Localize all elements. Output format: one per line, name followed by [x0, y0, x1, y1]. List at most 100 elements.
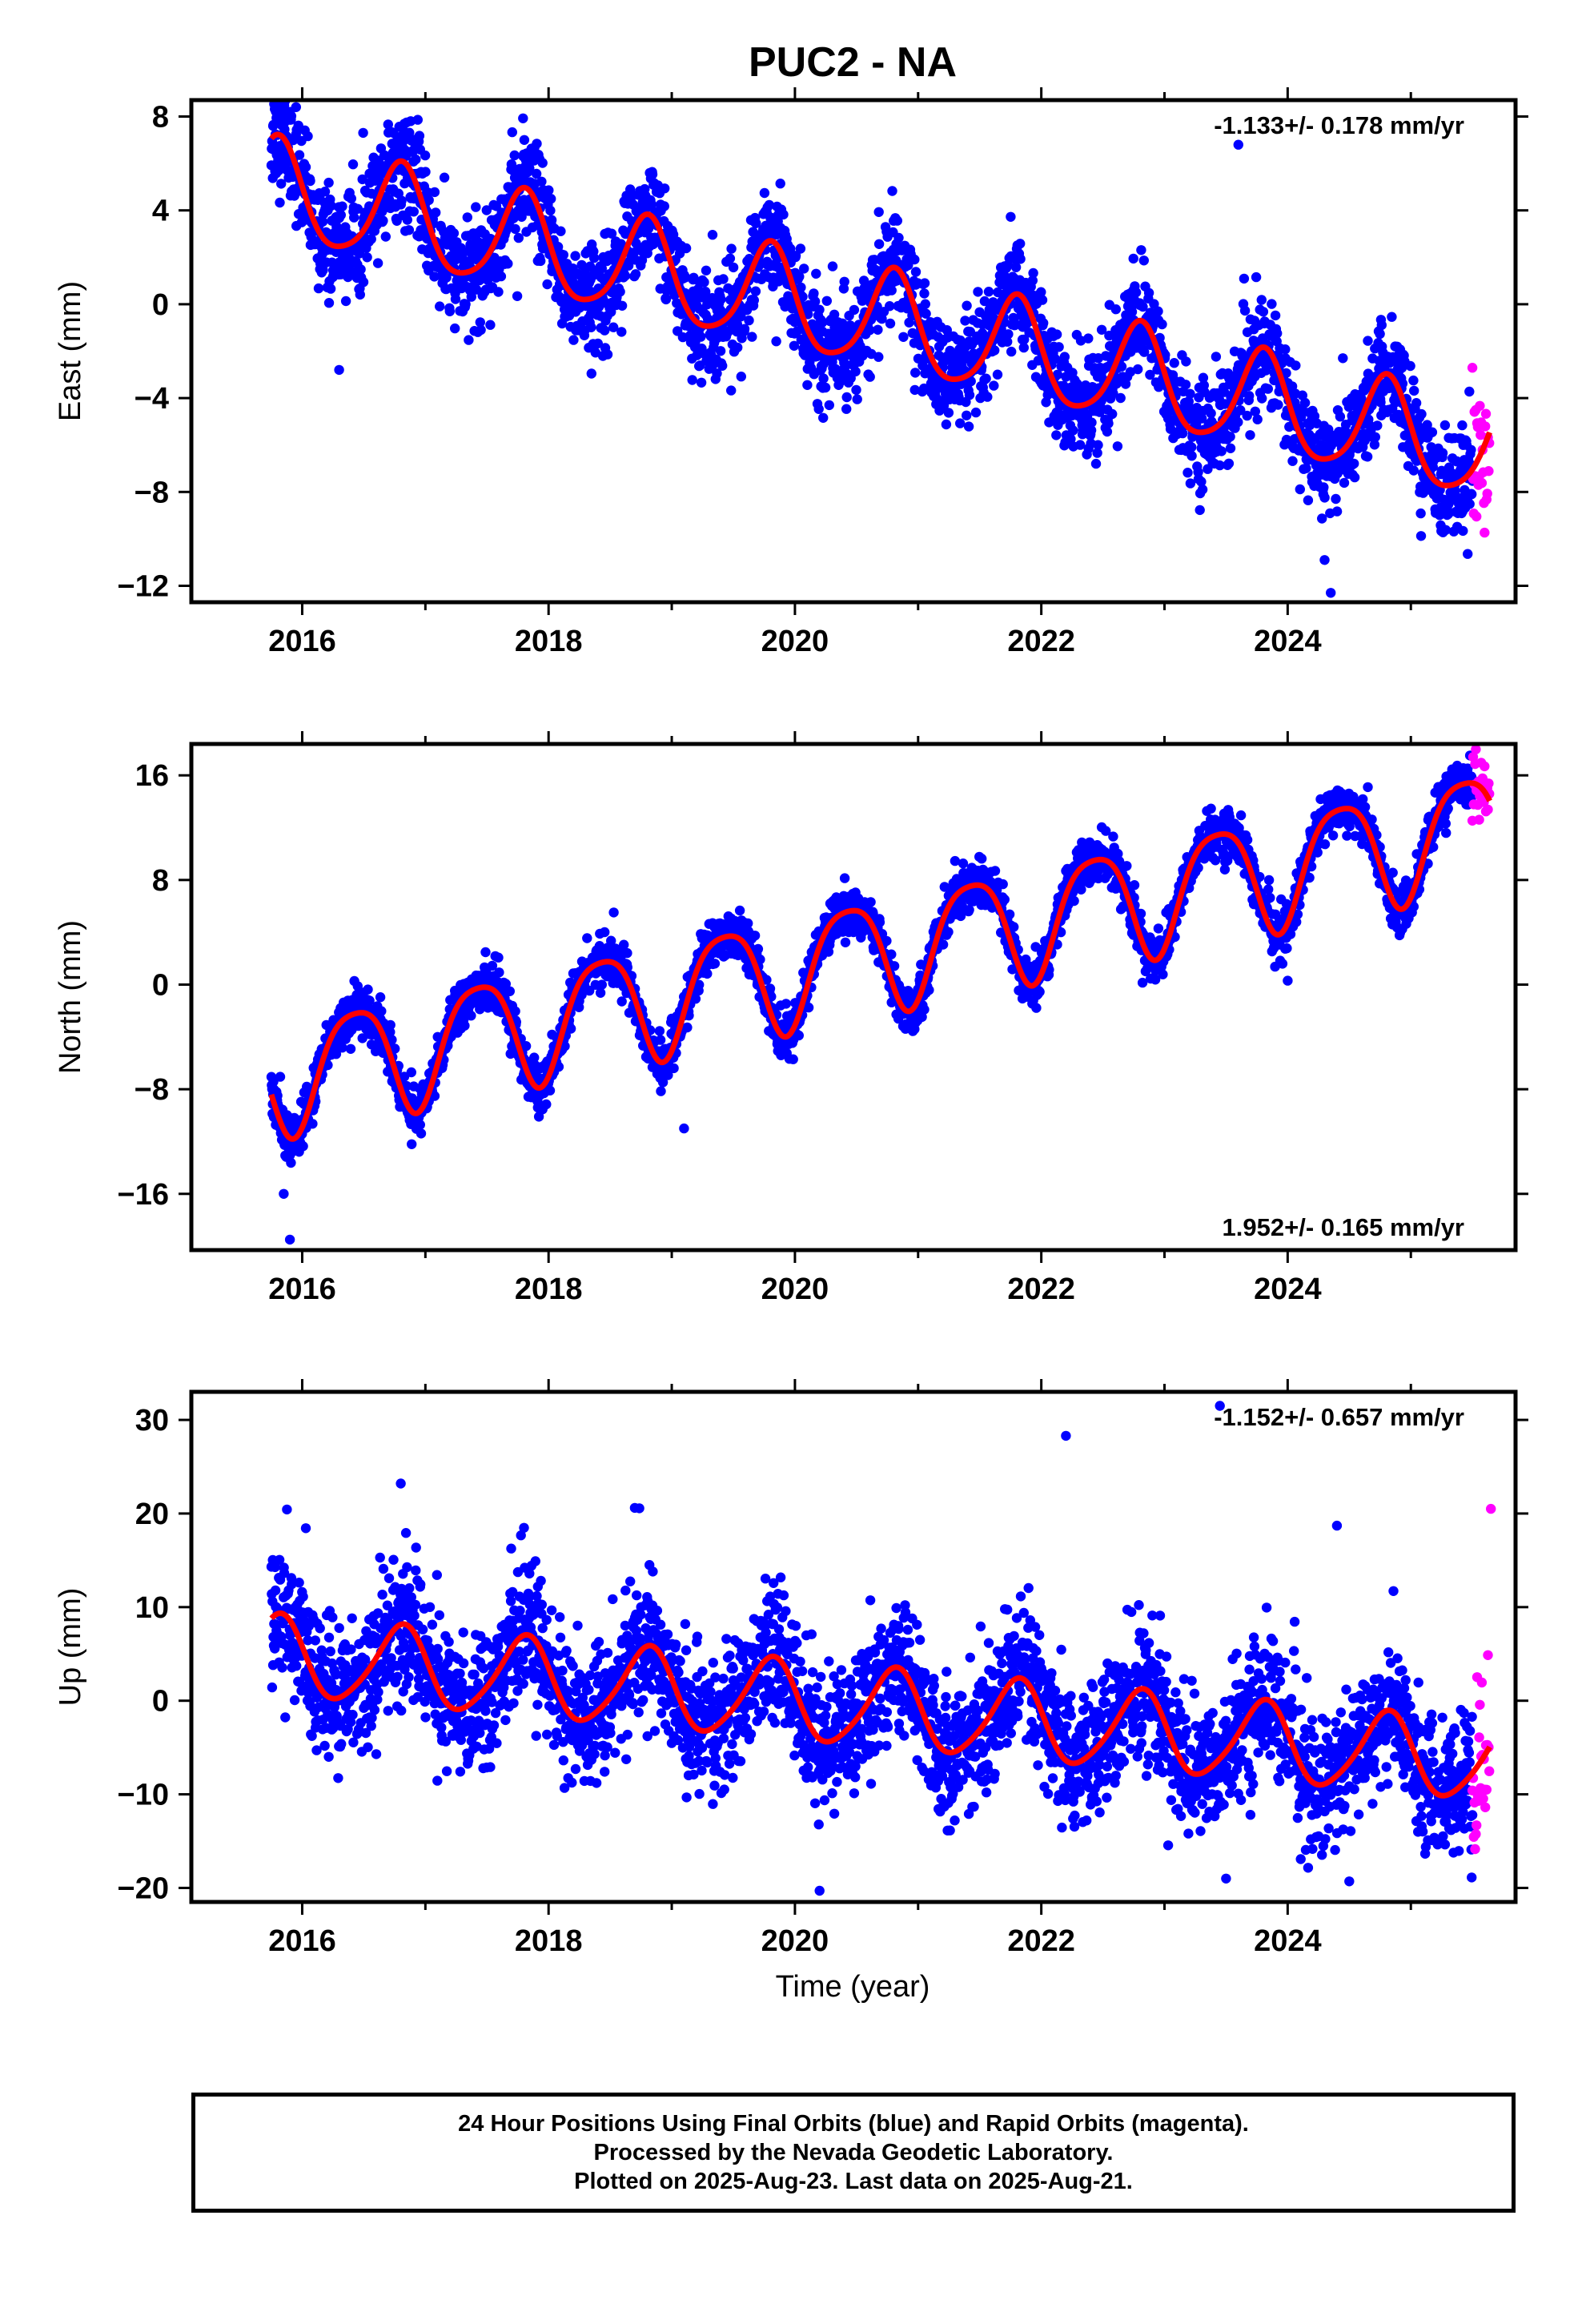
- data-point: [1183, 396, 1195, 407]
- data-point: [347, 159, 359, 170]
- data-point: [1169, 358, 1179, 368]
- data-point: [414, 131, 425, 141]
- data-point: [420, 150, 431, 161]
- data-point: [759, 187, 770, 199]
- data-point: [1331, 493, 1341, 505]
- data-point: [1405, 360, 1415, 372]
- data-point: [337, 1043, 347, 1053]
- data-point: [850, 366, 861, 377]
- data-point: [1464, 499, 1475, 509]
- data-point: [962, 300, 972, 311]
- plot-area: [266, 744, 1495, 1245]
- data-point: [1363, 336, 1373, 346]
- data-point: [1126, 307, 1138, 317]
- data-point: [1096, 324, 1107, 335]
- data-point: [865, 372, 875, 382]
- data-point: [849, 304, 860, 316]
- data-point: [1036, 287, 1046, 297]
- x-tick-label: 2018: [515, 625, 583, 658]
- data-point: [411, 154, 421, 165]
- data-point: [1116, 361, 1127, 372]
- data-point: [960, 316, 970, 326]
- data-point: [1086, 417, 1097, 428]
- data-point: [494, 967, 504, 978]
- data-point: [518, 113, 528, 123]
- data-point: [576, 990, 587, 1000]
- data-point: [817, 412, 829, 423]
- data-point: [358, 277, 369, 287]
- data-point: [586, 322, 596, 332]
- data-point: [696, 332, 706, 342]
- data-point: [661, 294, 672, 305]
- y-tick-label: −8: [135, 476, 169, 509]
- data-point: [865, 325, 875, 336]
- data-point: [739, 324, 750, 334]
- data-point: [1143, 287, 1154, 298]
- data-point: [1339, 477, 1350, 489]
- data-point: [553, 1061, 564, 1072]
- data-point: [416, 1128, 427, 1139]
- data-point: [734, 905, 745, 916]
- data-point: [531, 168, 542, 179]
- data-point: [821, 296, 833, 306]
- data-point: [326, 200, 336, 211]
- data-point: [699, 277, 709, 287]
- data-point: [681, 243, 692, 254]
- data-point: [1458, 525, 1468, 537]
- data-point: [793, 1030, 804, 1041]
- data-point: [340, 296, 351, 307]
- data-point: [512, 291, 523, 301]
- data-point: [1225, 443, 1236, 453]
- data-point: [1015, 239, 1026, 249]
- data-point: [380, 231, 391, 242]
- data-point: [274, 165, 284, 175]
- data-point: [839, 873, 850, 883]
- data-point: [1197, 413, 1207, 424]
- data-point: [990, 345, 1000, 356]
- y-tick-label: 4: [152, 195, 169, 228]
- data-point: [789, 340, 800, 351]
- data-point: [1157, 319, 1167, 330]
- data-point: [663, 1070, 673, 1080]
- data-point: [964, 390, 975, 400]
- data-point: [1038, 318, 1049, 328]
- data-point: [481, 205, 492, 215]
- data-point: [1239, 305, 1251, 316]
- data-point: [1052, 369, 1063, 380]
- data-point: [887, 186, 897, 196]
- data-point: [726, 243, 737, 254]
- x-tick-label: 2022: [1007, 625, 1075, 658]
- data-point: [1387, 312, 1397, 322]
- data-point: [1006, 346, 1017, 357]
- data-point: [873, 239, 885, 249]
- data-point: [596, 263, 607, 274]
- data-point: [401, 1080, 412, 1092]
- data-point: [1102, 426, 1113, 437]
- data-point: [424, 195, 434, 206]
- data-point: [1263, 384, 1274, 394]
- data-point: [1467, 363, 1478, 373]
- data-point: [429, 187, 440, 198]
- data-point: [387, 1035, 397, 1045]
- data-point: [444, 306, 455, 316]
- data-point: [317, 216, 328, 227]
- y-tick-label: −4: [135, 382, 169, 416]
- data-point: [1181, 356, 1191, 367]
- data-point: [1427, 427, 1438, 437]
- data-point: [450, 323, 460, 334]
- x-tick-label: 2020: [761, 625, 829, 658]
- data-point: [701, 265, 712, 275]
- data-point: [536, 255, 546, 267]
- data-point: [556, 226, 566, 236]
- data-point: [1362, 452, 1373, 462]
- data-point: [979, 296, 990, 307]
- data-point: [1463, 549, 1473, 559]
- data-point: [608, 907, 619, 918]
- data-point: [500, 979, 511, 989]
- data-point: [1037, 295, 1048, 305]
- data-point: [1244, 391, 1255, 401]
- data-point: [1010, 320, 1020, 331]
- data-point: [659, 201, 669, 211]
- data-point: [1416, 408, 1427, 420]
- data-point: [1375, 328, 1385, 340]
